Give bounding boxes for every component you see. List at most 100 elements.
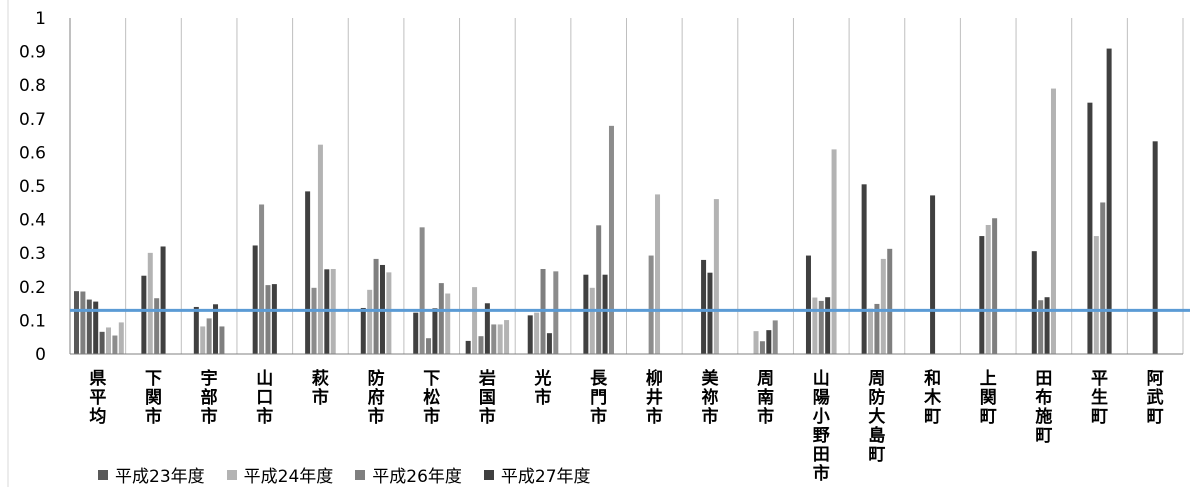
bar (772, 320, 778, 354)
legend-item: 平成24年度 (226, 462, 333, 487)
bar (219, 326, 225, 354)
bar (701, 259, 707, 354)
y-tick-label: 0.2 (19, 278, 46, 298)
y-tick-label: 0.1 (19, 311, 46, 331)
category-label: 宇部市 (201, 368, 218, 427)
bar (213, 304, 219, 354)
category-labels: 県平均 下関市 宇部市 山口市 萩市 防府市 下松市 岩国市 光市 長門市 柳井市 美祢市 周南市 山陽小… (89, 368, 1163, 484)
category-label: 周南市 (757, 369, 774, 427)
bar (160, 246, 166, 354)
bar (74, 291, 79, 354)
category-label: 上関町 (980, 369, 997, 427)
category-label: 和木町 (923, 369, 942, 427)
bar (546, 333, 552, 354)
bar (252, 245, 258, 354)
bar (1087, 102, 1093, 354)
legend-label: 平成26年度 (372, 467, 462, 487)
bar (707, 272, 713, 354)
bar (979, 236, 985, 354)
bar (432, 308, 438, 354)
y-tick-label: 0.7 (19, 110, 46, 130)
bar (874, 303, 880, 354)
bars (74, 48, 1158, 355)
y-tick-label: 0.5 (19, 177, 46, 197)
category-label: 下松市 (423, 369, 440, 427)
legend-item: 平成27年度 (483, 462, 591, 487)
bar (311, 287, 317, 354)
bar (602, 274, 608, 354)
legend-label: 平成27年度 (500, 467, 591, 487)
bar (206, 318, 212, 354)
bar (887, 248, 893, 354)
bar (367, 289, 373, 354)
bar (589, 287, 595, 354)
bar (534, 312, 540, 354)
category-label: 山口市 (256, 369, 273, 427)
bar (445, 293, 451, 354)
legend-item: 平成26年度 (355, 462, 462, 487)
axes (7, 0, 1183, 487)
bar (305, 191, 311, 354)
bar (478, 336, 484, 354)
y-tick-label: 1 (35, 9, 46, 29)
category-label: 長門市 (590, 369, 608, 427)
category-label: 光市 (534, 368, 552, 408)
bar (118, 322, 124, 354)
bar (193, 306, 199, 354)
bar (438, 283, 444, 354)
bar (753, 331, 759, 354)
y-tick-label: 0.3 (19, 244, 46, 264)
bar (880, 258, 886, 354)
gridlines (125, 18, 1184, 354)
bar (484, 303, 490, 354)
legend-label: 平成23年度 (115, 467, 205, 487)
legend: 平成23年度 平成24年度 平成26年度 平成27年度 (98, 462, 591, 487)
bar (930, 195, 936, 354)
bar (106, 327, 111, 354)
bar (491, 324, 497, 354)
bar (99, 331, 105, 354)
bar (868, 308, 874, 354)
bar (527, 315, 533, 354)
category-label: 萩市 (312, 368, 329, 408)
bar (805, 255, 811, 354)
bar (465, 340, 471, 354)
bar (759, 341, 765, 354)
bar (112, 335, 118, 354)
bar (655, 194, 661, 354)
y-tick-label: 0.4 (19, 211, 46, 231)
y-tick-label: 0.8 (19, 76, 46, 96)
bar (985, 224, 991, 354)
bar (317, 144, 323, 354)
bar (608, 125, 614, 354)
bar (1106, 48, 1112, 355)
bar (200, 326, 206, 354)
bar (812, 297, 818, 354)
bar (553, 271, 559, 354)
bar (831, 149, 837, 354)
bar (1031, 251, 1037, 354)
bar (93, 301, 99, 354)
bar (1093, 236, 1099, 354)
bar (1038, 300, 1044, 354)
y-tick-labels: 0 0.1 0.2 0.3 0.4 0.5 0.6 0.7 0.8 0.9 1 (19, 9, 46, 365)
bar (80, 291, 86, 354)
legend-swatch (226, 469, 237, 480)
bar (360, 307, 366, 354)
bar (373, 258, 379, 354)
bar (713, 199, 719, 354)
bar (141, 275, 147, 354)
bar (1050, 88, 1056, 354)
bar (472, 287, 478, 354)
category-label: 県平均 (89, 369, 106, 427)
category-label: 柳井市 (646, 368, 663, 427)
bar (1044, 297, 1050, 354)
bar (1152, 141, 1158, 354)
category-label: 美祢市 (701, 368, 719, 427)
bar (86, 299, 92, 354)
bar (504, 320, 510, 354)
legend-swatch (355, 469, 366, 480)
category-label: 平生町 (1091, 369, 1108, 427)
bar (426, 338, 432, 354)
